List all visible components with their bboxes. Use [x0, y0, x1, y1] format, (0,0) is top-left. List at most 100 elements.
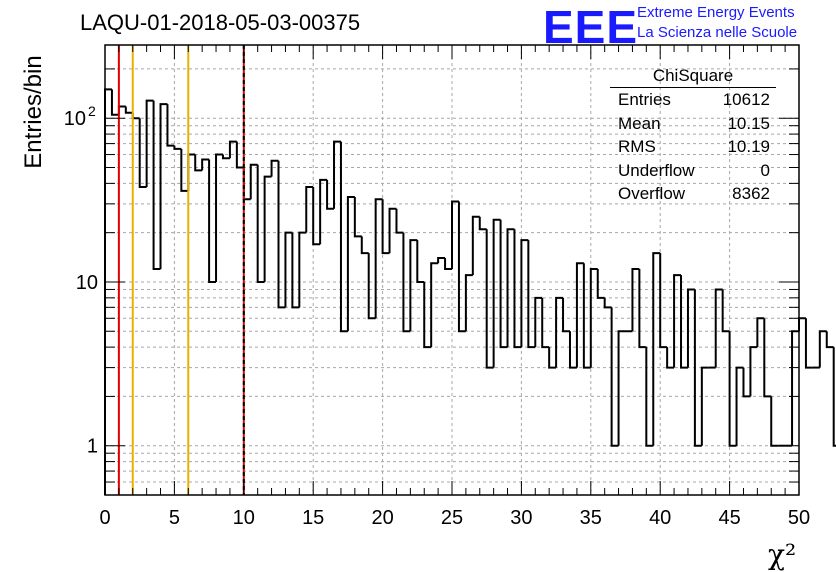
histogram-bin [339, 141, 348, 333]
histogram-bin [402, 232, 411, 333]
histogram-bin [520, 239, 529, 348]
stats-row: RMS 10.19 [610, 137, 776, 161]
x-tick-label: 40 [649, 507, 671, 529]
stats-value: 10612 [722, 90, 770, 109]
histogram-bin [124, 106, 133, 114]
histogram-bin [437, 257, 446, 264]
stats-box: ChiSquare Entries 10612 Mean 10.15 RMS 1… [610, 66, 776, 208]
histogram-bin [568, 331, 577, 369]
x-tick-label: 50 [788, 507, 810, 529]
histogram-bin [582, 263, 591, 369]
histogram-bin [506, 228, 515, 348]
histogram-bin [194, 154, 203, 172]
histogram-bin [228, 140, 237, 159]
histogram-bin [686, 288, 695, 368]
histogram-bin [478, 216, 487, 231]
histogram-bin [832, 347, 836, 447]
histogram-bin [804, 318, 813, 369]
y-axis-label: Entries/bin [20, 55, 47, 169]
x-tick-label: 25 [441, 507, 463, 529]
histogram-bin [721, 289, 730, 333]
x-tick-label: 5 [169, 507, 180, 529]
histogram-bin [818, 330, 827, 368]
histogram-bin [596, 268, 605, 299]
histogram-bin [617, 330, 626, 446]
histogram-bin [471, 215, 480, 276]
x-tick-label: 0 [99, 507, 110, 529]
histogram-bin [666, 347, 675, 369]
chart-title: LAQU-01-2018-05-03-00375 [80, 10, 361, 35]
stats-row: Overflow 8362 [610, 184, 776, 208]
logo-subtitle-1: Extreme Energy Events [637, 4, 795, 21]
stats-value: 10.19 [727, 137, 770, 156]
histogram-bin [263, 175, 272, 282]
stats-label: RMS [618, 137, 656, 156]
histogram-bin [763, 318, 772, 398]
histogram-bin [374, 198, 383, 319]
x-tick-label: 15 [302, 507, 324, 529]
histogram-bin [756, 317, 765, 348]
histogram-bin [825, 331, 834, 349]
histogram-bin [770, 396, 779, 447]
logo-subtitle-2: La Scienza nelle Scuole [637, 24, 798, 41]
histogram-bin [430, 262, 439, 348]
histogram-bin [152, 100, 161, 270]
stats-row: Mean 10.15 [610, 114, 776, 138]
histogram-bin [798, 317, 806, 332]
histogram-bin [138, 118, 147, 189]
histogram-bin [388, 207, 397, 254]
histogram-bin [395, 208, 404, 234]
histogram-bin [645, 347, 654, 447]
histogram-bin [742, 367, 751, 398]
histogram-bin [284, 231, 293, 308]
histogram-bin [464, 274, 473, 332]
histogram-bin [159, 103, 168, 269]
histogram-bin [291, 232, 300, 309]
histogram-bin [575, 262, 584, 368]
histogram-bin [235, 141, 244, 169]
histogram-bin [610, 307, 619, 447]
histogram-bin [499, 219, 508, 349]
histogram-bin [541, 297, 550, 349]
y-tick-label: 10 [64, 108, 86, 130]
stats-label: Entries [618, 90, 671, 109]
histogram-bin [277, 160, 286, 309]
histogram-bin [555, 296, 564, 368]
histogram-bin [166, 104, 175, 147]
x-tick-label: 35 [580, 507, 602, 529]
histogram-bin [409, 239, 418, 332]
histogram-bin [353, 197, 362, 238]
stats-row: Underflow 0 [610, 161, 776, 185]
x-tick-label: 20 [371, 507, 393, 529]
histogram-bin [346, 196, 355, 332]
x-tick-label: 30 [510, 507, 532, 529]
histogram-bin [791, 330, 799, 446]
histogram-bin [423, 281, 432, 349]
histogram-bin [249, 163, 258, 200]
histogram-bin [360, 236, 369, 255]
histogram-bin [728, 331, 737, 447]
stats-row: Entries 10612 [610, 90, 776, 114]
histogram-bin [527, 240, 536, 349]
y-tick-label: 10 [76, 272, 98, 294]
histogram-bin [534, 296, 543, 348]
x-axis-label: χ² [768, 538, 797, 571]
histogram-bin [485, 229, 494, 369]
histogram-bin [201, 158, 210, 171]
histogram-bin [749, 346, 758, 397]
histogram-bin [131, 112, 140, 120]
histogram-bin [673, 274, 682, 368]
histogram-bin [444, 258, 452, 270]
histogram-bin [714, 288, 723, 368]
histogram-bin [659, 253, 668, 349]
histogram-bin [562, 297, 570, 333]
histogram-bin [513, 229, 522, 349]
histogram-bin [589, 267, 598, 368]
histogram-bin [319, 178, 328, 245]
histogram-bin [333, 140, 341, 209]
histogram-bin [603, 297, 612, 309]
histogram-bin [187, 153, 196, 191]
x-tick-label: 10 [233, 507, 255, 529]
histogram-bin [631, 267, 640, 332]
